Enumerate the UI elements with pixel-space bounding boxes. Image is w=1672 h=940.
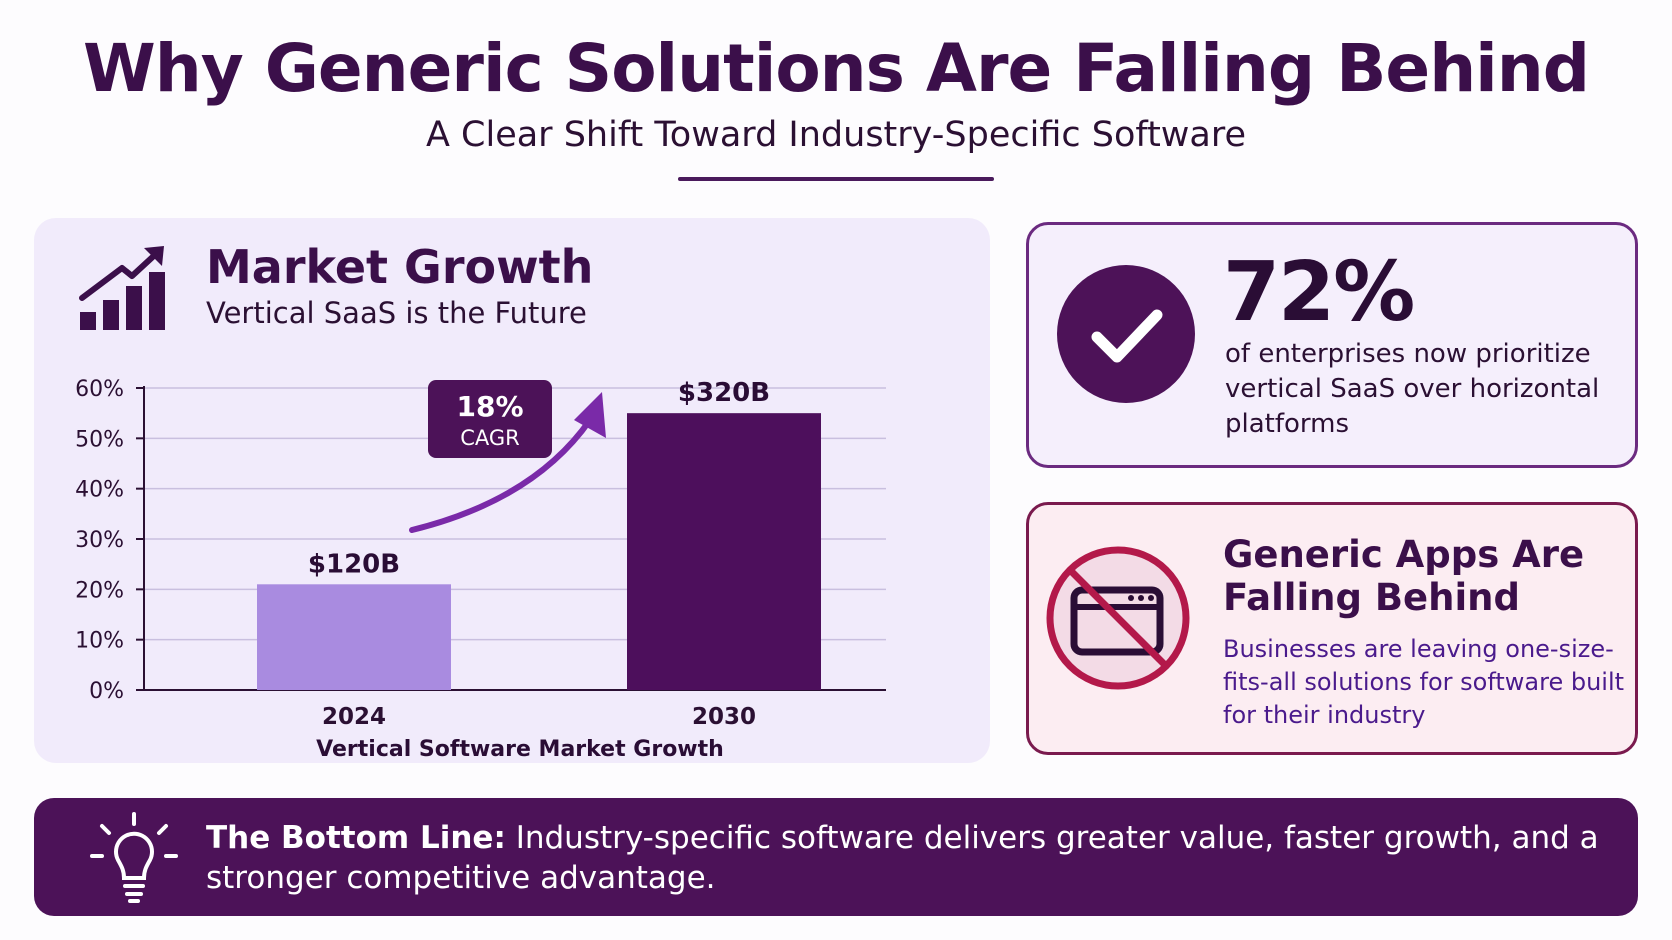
lightbulb-icon [90,812,178,903]
bottom-line-text: The Bottom Line: Industry-specific softw… [206,818,1606,898]
market-growth-panel: Market Growth Vertical SaaS is the Futur… [34,218,990,763]
y-tick-label: 30% [75,528,124,553]
stat-card: 72% of enterprises now prioritize vertic… [1026,222,1638,468]
page-subtitle: A Clear Shift Toward Industry-Specific S… [425,115,1247,155]
x-tick-label: 2030 [692,704,756,730]
no-generic-app-icon [1046,546,1190,690]
y-tick-label: 50% [75,427,124,452]
check-icon [1057,265,1195,403]
generic-apps-title: Generic Apps Are Falling Behind [1223,533,1585,619]
y-tick-label: 10% [75,629,124,654]
bottom-line-banner: The Bottom Line: Industry-specific softw… [34,798,1638,916]
y-tick-label: 60% [75,377,124,402]
cagr-value: 18% [456,390,523,423]
cagr-badge [428,380,552,458]
bar-2024 [257,584,451,690]
y-tick-label: 40% [75,478,124,503]
bar-data-label: $320B [678,378,770,408]
market-growth-title: Market Growth [206,240,594,294]
generic-apps-description: Businesses are leaving one-size-fits-all… [1223,635,1625,729]
bottom-line-body: Industry-specific software delivers grea… [206,820,1599,896]
stat-value: 72% [1223,245,1415,340]
bottom-line-label: The Bottom Line: [206,820,506,856]
generic-apps-card: Generic Apps Are Falling Behind Business… [1026,502,1638,755]
market-growth-chart: 0% 10% 20% 30% 40% 50% 60% $120B 2024 $320B 2030 Ve… [75,377,886,762]
market-growth-subtitle: Vertical SaaS is the Future [206,296,587,330]
stat-description: of enterprises now prioritize vertical S… [1225,339,1600,439]
y-tick-label: 0% [89,679,124,704]
title-divider [678,177,994,181]
growth-arrow-head [574,392,606,438]
growth-arrow [409,417,593,533]
cagr-label: CAGR [460,426,520,450]
page-title: Why Generic Solutions Are Falling Behind [82,30,1590,107]
x-tick-label: 2024 [322,704,386,730]
y-tick-label: 20% [75,578,124,603]
x-axis-title: Vertical Software Market Growth [316,737,724,762]
growth-chart-icon [79,246,165,330]
bar-2030 [627,413,821,690]
bar-data-label: $120B [308,549,400,579]
